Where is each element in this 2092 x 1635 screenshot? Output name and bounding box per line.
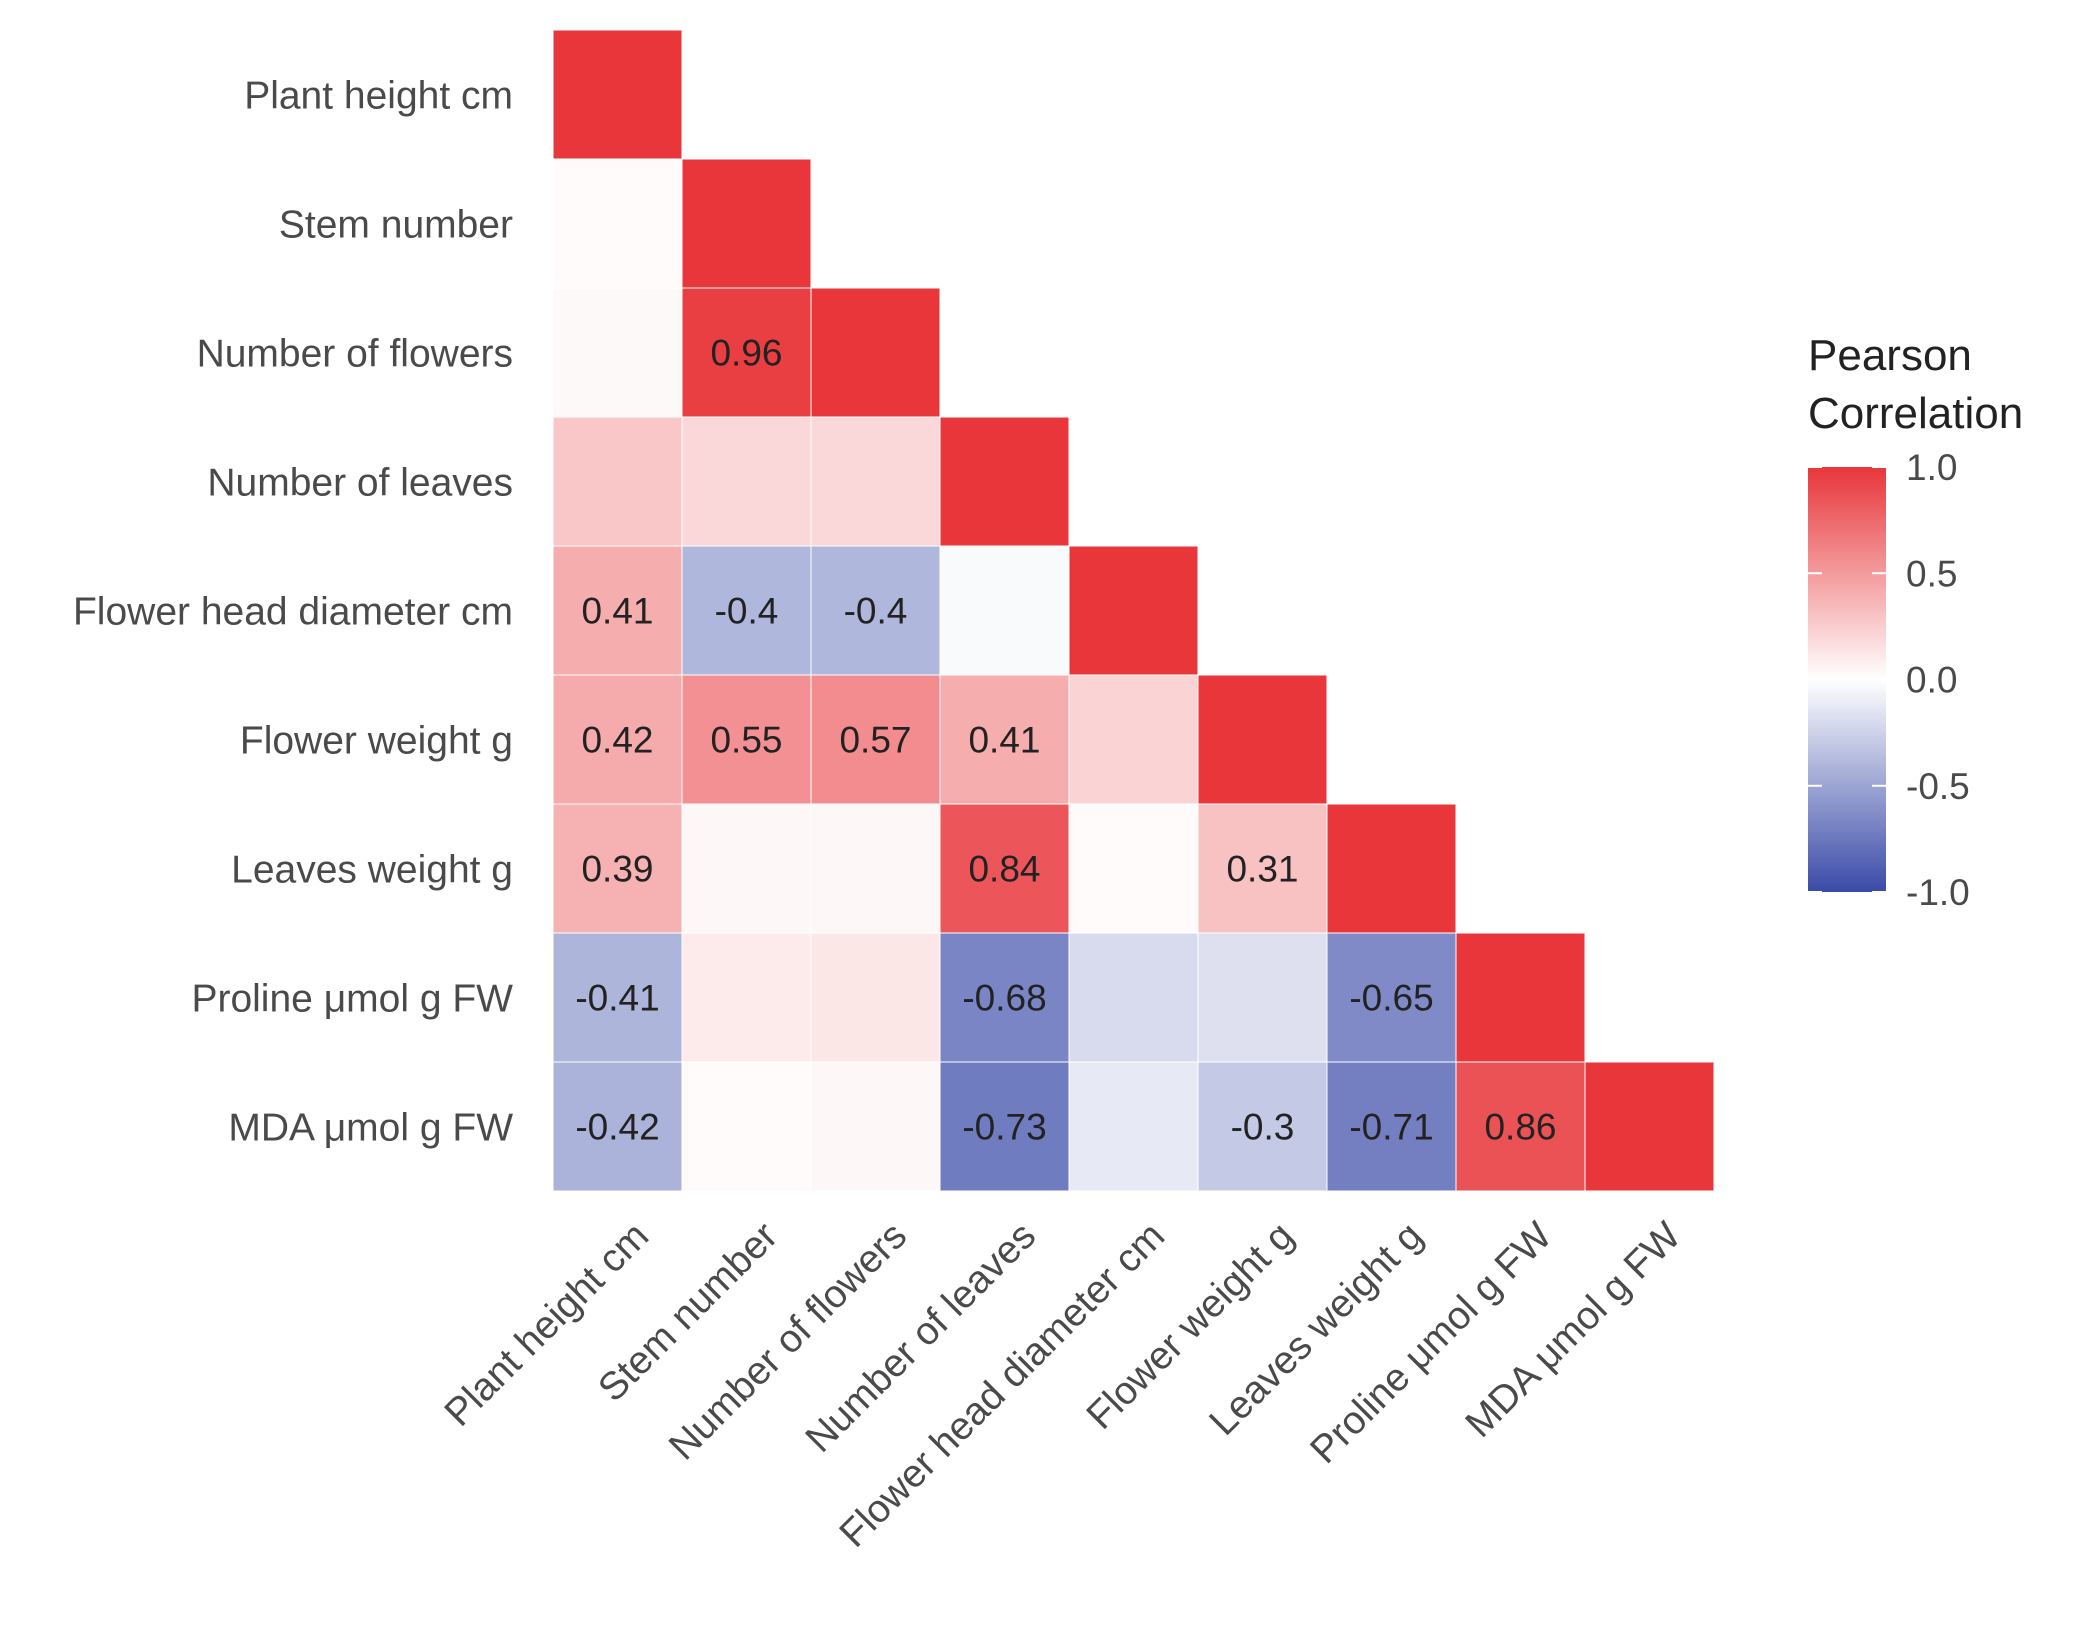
heatmap-cell-r7-c1 [681, 932, 812, 1063]
heatmap-cell-r6-c1 [681, 803, 812, 934]
x-axis-label-proline-mol-g-fw: Proline μmol g FW [1302, 1214, 1560, 1472]
heatmap-cell-r8-c6 [1326, 1061, 1457, 1192]
cell-value-label: -0.4 [715, 591, 779, 632]
cell-value-label: 0.41 [581, 591, 653, 632]
heatmap-cell-r7-c5 [1197, 932, 1328, 1063]
cell-value-label: 0.31 [1226, 849, 1298, 890]
cell-value-label: -0.42 [575, 1107, 659, 1148]
y-axis-label-number-of-leaves: Number of leaves [207, 462, 513, 505]
legend-tick-label: -1.0 [1906, 872, 1970, 913]
cell-value-label: 0.41 [968, 720, 1040, 761]
heatmap-cell-r8-c3 [939, 1061, 1070, 1192]
legend-ticks: 1.0 0.5 0.0 -0.5 -1.0 [1808, 447, 1970, 913]
heatmap-cell-r7-c2 [810, 932, 941, 1063]
heatmap-cell-r6-c3 [939, 803, 1070, 934]
y-axis-label-stem-number: Stem number [279, 204, 513, 247]
cell-value-label: -0.73 [962, 1107, 1046, 1148]
y-axis-label-mda-mol-g-fw: MDA μmol g FW [228, 1107, 513, 1150]
x-axis-label-number-of-flowers: Number of flowers [661, 1214, 915, 1468]
heatmap-cell-r5-c1 [681, 674, 812, 805]
cell-value-label: -0.71 [1349, 1107, 1433, 1148]
heatmap-cell-r8-c0 [552, 1061, 683, 1192]
heatmap-cell-r4-c2 [810, 545, 941, 676]
cell-value-label: 0.55 [710, 720, 782, 761]
legend: Pearson Correlation 1.0 0.5 0.0 -0.5 -1.0 [1808, 331, 2023, 913]
x-axis-label-number-of-leaves: Number of leaves [798, 1214, 1045, 1461]
cell-value-label: -0.65 [1349, 978, 1433, 1019]
x-axis-label-mda-mol-g-fw: MDA μmol g FW [1457, 1214, 1689, 1446]
heatmap-cell-r6-c4 [1068, 803, 1199, 934]
heatmap-cell-r8-c2 [810, 1061, 941, 1192]
heatmap-cell-r8-c8 [1584, 1061, 1715, 1192]
legend-tick-label: -0.5 [1906, 766, 1970, 807]
heatmap-cell-r5-c2 [810, 674, 941, 805]
heatmap-cell-r2-c2 [810, 287, 941, 418]
heatmap-cell-r6-c0 [552, 803, 683, 934]
legend-tick-label: 0.5 [1906, 553, 1957, 594]
heatmap-cell-labels: 0.96 0.41 -0.4 -0.4 0.42 0.55 0.57 0.41 0.39 0.84… [575, 333, 1556, 1148]
heatmap-cell-r8-c1 [681, 1061, 812, 1192]
cell-value-label: 0.84 [968, 849, 1040, 890]
heatmap-cell-r3-c1 [681, 416, 812, 547]
heatmap-cell-r3-c3 [939, 416, 1070, 547]
y-axis-label-plant-height-cm: Plant height cm [244, 75, 513, 118]
heatmap-cell-r7-c4 [1068, 932, 1199, 1063]
heatmap-cell-r1-c1 [681, 158, 812, 289]
heatmap-cell-r2-c1 [681, 287, 812, 418]
cell-value-label: 0.57 [839, 720, 911, 761]
cell-value-label: 0.39 [581, 849, 653, 890]
heatmap-cell-r8-c4 [1068, 1061, 1199, 1192]
y-axis-label-proline-mol-g-fw: Proline μmol g FW [191, 978, 513, 1021]
heatmap-cell-r1-c0 [552, 158, 683, 289]
cell-value-label: -0.68 [962, 978, 1046, 1019]
heatmap-cell-r4-c4 [1068, 545, 1199, 676]
heatmap-cell-r3-c0 [552, 416, 683, 547]
cell-value-label: 0.42 [581, 720, 653, 761]
legend-title-line-1: Pearson [1808, 331, 1972, 380]
heatmap-cell-r8-c5 [1197, 1061, 1328, 1192]
cell-value-label: -0.41 [575, 978, 659, 1019]
cell-value-label: 0.86 [1484, 1107, 1556, 1148]
heatmap-cell-r5-c4 [1068, 674, 1199, 805]
heatmap-cell-r7-c7 [1455, 932, 1586, 1063]
cell-value-label: 0.96 [710, 333, 782, 374]
heatmap-cell-r6-c6 [1326, 803, 1457, 934]
heatmap-cell-r5-c3 [939, 674, 1070, 805]
legend-tick-label: 1.0 [1906, 447, 1957, 488]
cell-value-label: -0.3 [1231, 1107, 1295, 1148]
y-axis-label-flower-head-diameter-cm: Flower head diameter cm [73, 591, 513, 634]
y-axis-label-flower-weight-g: Flower weight g [240, 720, 513, 763]
heatmap-cells [552, 29, 1715, 1192]
y-axis-label-number-of-flowers: Number of flowers [197, 333, 513, 376]
heatmap-cell-r5-c0 [552, 674, 683, 805]
heatmap-cell-r4-c3 [939, 545, 1070, 676]
legend-title-line-2: Correlation [1808, 389, 2023, 438]
heatmap-cell-r4-c1 [681, 545, 812, 676]
heatmap-cell-r7-c0 [552, 932, 683, 1063]
y-axis-label-leaves-weight-g: Leaves weight g [231, 849, 513, 892]
heatmap-cell-r5-c5 [1197, 674, 1328, 805]
cell-value-label: -0.4 [844, 591, 908, 632]
heatmap-cell-r3-c2 [810, 416, 941, 547]
y-axis-labels: Plant height cm Stem number Number of flow… [73, 75, 513, 1150]
heatmap-cell-r6-c5 [1197, 803, 1328, 934]
heatmap-cell-r2-c0 [552, 287, 683, 418]
heatmap-cell-r6-c2 [810, 803, 941, 934]
heatmap-cell-r7-c6 [1326, 932, 1457, 1063]
heatmap-cell-r0-c0 [552, 29, 683, 160]
legend-tick-label: 0.0 [1906, 660, 1957, 701]
